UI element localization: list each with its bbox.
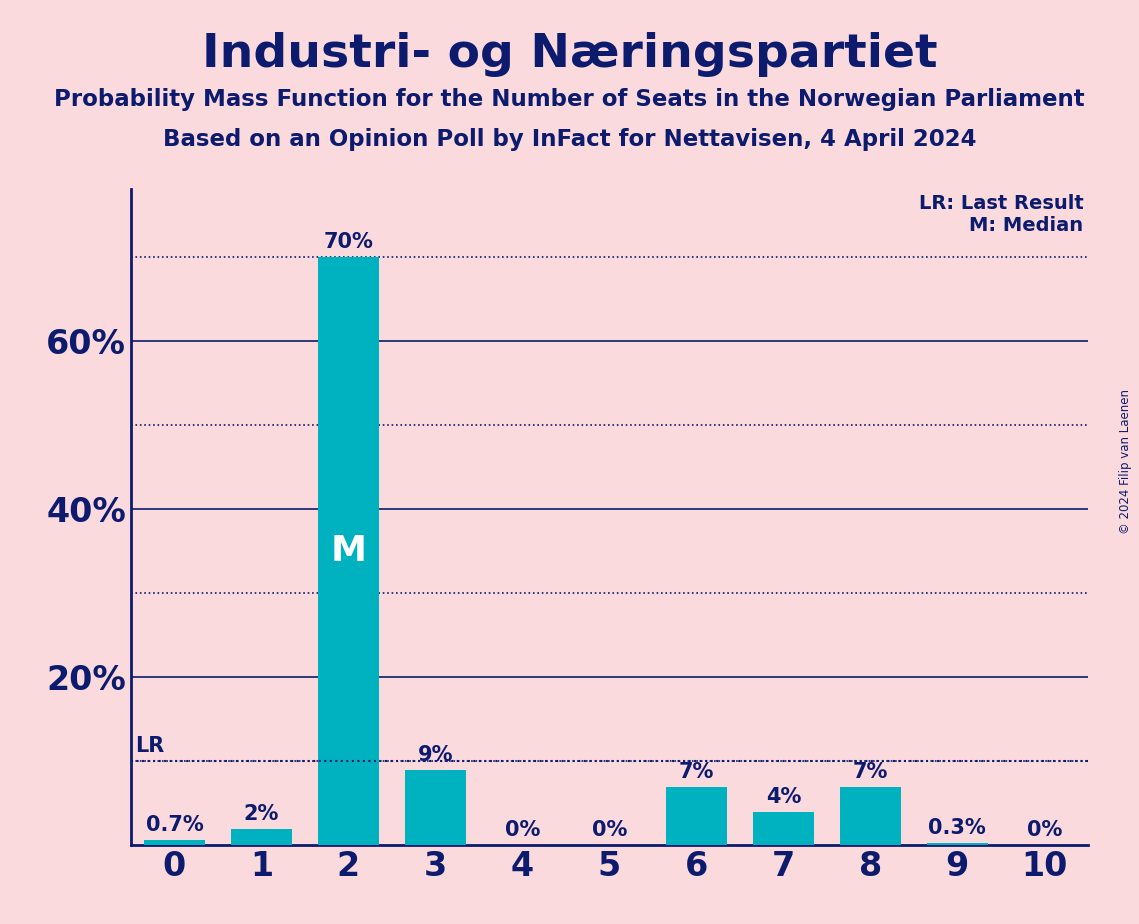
- Text: Probability Mass Function for the Number of Seats in the Norwegian Parliament: Probability Mass Function for the Number…: [55, 88, 1084, 111]
- Bar: [753, 812, 813, 845]
- Bar: [927, 843, 988, 845]
- Bar: [318, 257, 379, 845]
- Text: M: M: [330, 534, 367, 568]
- Text: Based on an Opinion Poll by InFact for Nettavisen, 4 April 2024: Based on an Opinion Poll by InFact for N…: [163, 128, 976, 151]
- Text: 0.7%: 0.7%: [146, 815, 204, 834]
- Bar: [144, 840, 205, 845]
- Text: © 2024 Filip van Laenen: © 2024 Filip van Laenen: [1118, 390, 1132, 534]
- Text: Industri- og Næringspartiet: Industri- og Næringspartiet: [202, 32, 937, 78]
- Text: 0%: 0%: [1026, 821, 1062, 841]
- Text: 0%: 0%: [505, 821, 540, 841]
- Text: 4%: 4%: [765, 786, 801, 807]
- Bar: [839, 786, 901, 845]
- Text: LR: LR: [136, 736, 164, 757]
- Text: 9%: 9%: [418, 745, 453, 765]
- Text: 0%: 0%: [591, 821, 628, 841]
- Bar: [231, 829, 292, 845]
- Text: M: Median: M: Median: [969, 216, 1083, 236]
- Text: 7%: 7%: [853, 761, 888, 782]
- Bar: [405, 770, 466, 845]
- Bar: [666, 786, 727, 845]
- Text: LR: Last Result: LR: Last Result: [919, 194, 1083, 213]
- Text: 7%: 7%: [679, 761, 714, 782]
- Text: 2%: 2%: [244, 804, 279, 823]
- Text: 70%: 70%: [323, 232, 374, 251]
- Text: 0.3%: 0.3%: [928, 818, 986, 838]
